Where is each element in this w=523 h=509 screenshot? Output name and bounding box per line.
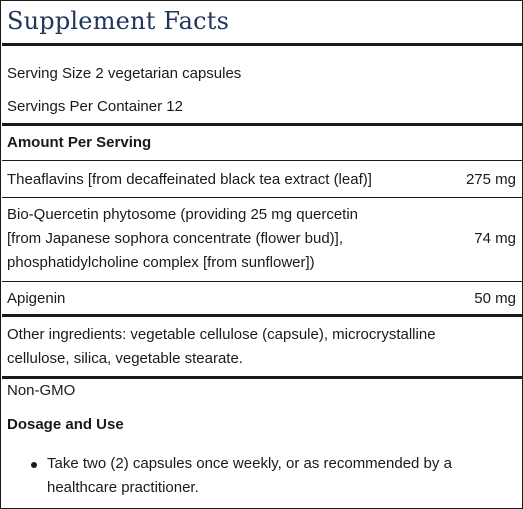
dosage-bullet-line: Take two (2) capsules once weekly, or as… [47,455,452,472]
ingredient-name-line: [from Japanese sophora concentrate (flow… [7,230,344,247]
amount-per-serving-header: Amount Per Serving [7,134,152,151]
non-gmo-label: Non-GMO [7,382,76,399]
ingredient-name-line: Theaflavins [from decaffeinated black te… [7,171,372,188]
panel-bottom-divider [2,376,522,379]
other-ingredients-line: Other ingredients: vegetable cellulose (… [7,326,436,343]
serving-size: Serving Size 2 vegetarian capsules [7,65,242,82]
serving-divider [2,123,522,126]
dosage-heading: Dosage and Use [7,416,124,433]
panel-title: Supplement Facts [7,7,230,35]
ingredient-amount: 50 mg [474,290,516,307]
other-ingredients-line: cellulose, silica, vegetable stearate. [7,350,243,367]
servings-per-container: Servings Per Container 12 [7,98,183,115]
title-divider [2,43,522,46]
dosage-bullet-line: healthcare practitioner. [47,479,199,496]
ingredient-divider [2,197,522,198]
header-divider [2,160,522,161]
ingredient-name-line: Bio-Quercetin phytosome (providing 25 mg… [7,206,359,223]
ingredient-name-line: Apigenin [7,290,66,307]
bullet-dot-icon [31,462,37,468]
ingredient-amount: 275 mg [465,171,516,188]
ingredient-name-line: phosphatidylcholine complex [from sunflo… [7,254,315,271]
ingredients-end-divider [2,314,522,317]
ingredient-divider [2,281,522,282]
ingredient-amount: 74 mg [474,230,516,247]
